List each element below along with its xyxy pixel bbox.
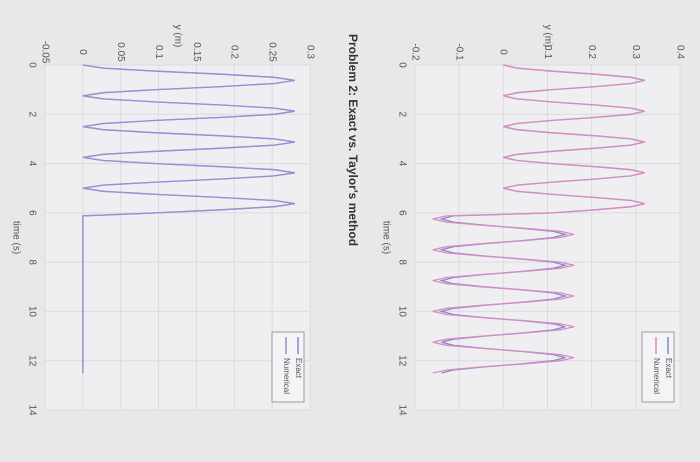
y-tick-label: 0.1	[542, 45, 553, 59]
x-axis-label: time (s)	[380, 221, 391, 254]
legend-label: Numerical	[282, 358, 291, 394]
y-tick-label: 0.25	[267, 42, 278, 62]
x-tick-label: 2	[26, 112, 37, 118]
y-tick-label: 0.05	[115, 42, 126, 62]
x-tick-label: 12	[26, 355, 37, 367]
x-axis-label: time (s)	[10, 221, 21, 254]
plot-area	[44, 64, 311, 411]
data-line	[432, 64, 645, 374]
y-tick-label: 0	[77, 49, 88, 55]
y-axis-label: y (m)	[542, 25, 553, 48]
y-tick-label: 0.4	[674, 45, 685, 59]
y-axis-label: y (m)	[172, 25, 183, 48]
y-tick-label: -0.1	[454, 43, 465, 61]
y-tick-label: 0.3	[630, 45, 641, 59]
y-tick-label: 0.15	[191, 42, 202, 62]
x-tick-label: 2	[396, 112, 407, 118]
page-title: Problem 2: Exact vs. Taylor's method	[346, 34, 360, 246]
x-tick-label: 8	[396, 259, 407, 265]
legend-label: Exact	[664, 358, 673, 379]
data-line	[82, 64, 295, 373]
legend-label: Numerical	[652, 358, 661, 394]
x-tick-label: 0	[396, 62, 407, 68]
legend-label: Exact	[294, 358, 303, 379]
x-tick-label: 8	[26, 259, 37, 265]
x-tick-label: 12	[396, 355, 407, 367]
y-tick-label: 0.1	[153, 45, 164, 59]
y-tick-label: -0.2	[409, 43, 420, 61]
x-tick-label: 14	[26, 404, 37, 416]
y-tick-label: 0.3	[304, 45, 315, 59]
x-tick-label: 14	[396, 404, 407, 416]
x-tick-label: 4	[396, 161, 407, 167]
y-tick-label: 0.2	[229, 45, 240, 59]
y-tick-label: -0.05	[39, 41, 50, 64]
y-tick-label: 0	[498, 49, 509, 55]
x-tick-label: 10	[26, 306, 37, 318]
x-tick-label: 10	[396, 306, 407, 318]
x-tick-label: 0	[26, 62, 37, 68]
x-tick-label: 4	[26, 161, 37, 167]
x-tick-label: 6	[396, 210, 407, 216]
x-tick-label: 6	[26, 210, 37, 216]
y-tick-label: 0.2	[586, 45, 597, 59]
